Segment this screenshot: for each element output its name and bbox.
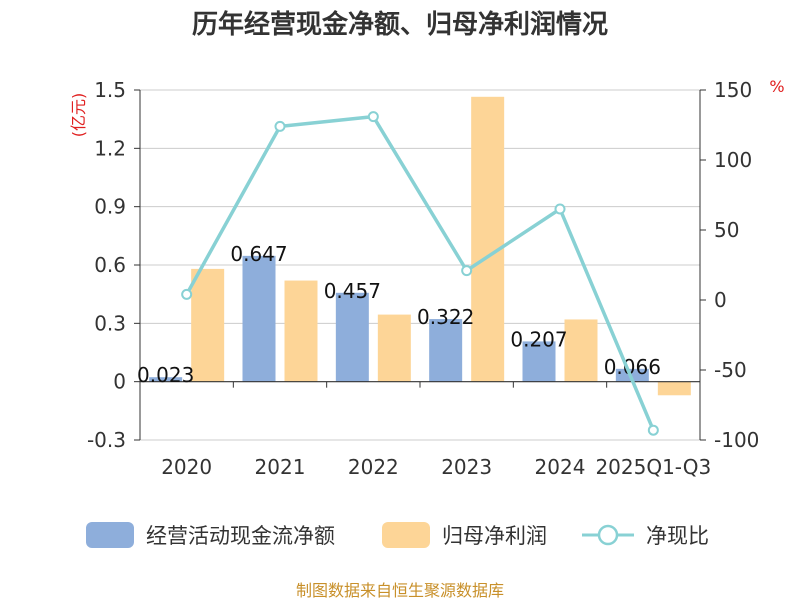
cashflow-bar-2025Q1-Q3 bbox=[615, 368, 649, 382]
legend-swatch-profit bbox=[382, 522, 430, 548]
right-tick-label: -50 bbox=[714, 358, 747, 382]
ratio-polyline bbox=[185, 114, 655, 431]
left-tick-label: -0.3 bbox=[87, 428, 126, 452]
cashflow-value-label: 0.647 bbox=[230, 242, 287, 266]
cashflow-value-label: 0.457 bbox=[324, 279, 381, 303]
legend-label-cashflow: 经营活动现金流净额 bbox=[146, 524, 335, 548]
profit-bar-2023 bbox=[471, 96, 505, 382]
left-tick-label: 0.9 bbox=[94, 195, 126, 219]
left-tick-label: 1.2 bbox=[94, 136, 126, 160]
cashflow-bar-2021 bbox=[242, 255, 276, 382]
grid-lines bbox=[140, 89, 700, 441]
bars bbox=[149, 96, 691, 396]
left-tick-label: 0 bbox=[113, 370, 126, 394]
profit-bar-2020 bbox=[191, 268, 225, 382]
x-tick-label: 2023 bbox=[441, 455, 492, 479]
cashflow-bar-2022 bbox=[335, 292, 369, 382]
ratio-line bbox=[181, 111, 659, 436]
right-tick-label: -100 bbox=[714, 428, 759, 452]
cashflow-value-label: 0.322 bbox=[417, 305, 474, 329]
right-tick-label: 0 bbox=[714, 288, 727, 312]
left-tick-label: 0.3 bbox=[94, 311, 126, 335]
right-tick-label: 100 bbox=[714, 148, 752, 172]
left-tick-label: 1.5 bbox=[94, 78, 126, 102]
left-tick-label: 0.6 bbox=[94, 253, 126, 277]
x-tick-label: 2021 bbox=[255, 455, 306, 479]
legend-label-profit: 归母净利润 bbox=[442, 524, 547, 548]
ratio-point-2025Q1-Q3 bbox=[647, 424, 659, 436]
cashflow-bar-2023 bbox=[429, 319, 463, 382]
left-axis-unit: (亿元) bbox=[69, 93, 88, 138]
chart-title: 历年经营现金净额、归母净利润情况 bbox=[192, 9, 608, 40]
profit-bar-2021 bbox=[284, 280, 318, 382]
legend-swatch-ratio-marker bbox=[597, 524, 619, 546]
legend-swatch-cashflow bbox=[86, 522, 134, 548]
x-tick-label: 2025Q1-Q3 bbox=[595, 455, 711, 479]
ratio-point-2021 bbox=[274, 120, 286, 132]
ratio-point-2022 bbox=[367, 111, 379, 123]
cashflow-bar-2020 bbox=[149, 377, 183, 382]
ratio-point-2024 bbox=[554, 203, 566, 215]
x-tick-label: 2024 bbox=[535, 455, 586, 479]
right-axis-unit: % bbox=[769, 77, 784, 96]
data-labels: 0.023 0.647 0.457 0.322 0.207 0.066 bbox=[137, 242, 661, 387]
legend: 经营活动现金流净额 归母净利润 净现比 bbox=[86, 522, 709, 548]
legend-label-ratio: 净现比 bbox=[646, 524, 709, 548]
cashflow-value-label: 0.023 bbox=[137, 363, 194, 387]
cashflow-bar-2024 bbox=[522, 341, 556, 382]
axes: -0.3 0 0.3 0.6 0.9 1.2 1.5 -100 -50 0 50 100 150 2020… bbox=[87, 78, 759, 479]
right-tick-label: 50 bbox=[714, 218, 739, 242]
x-tick-label: 2022 bbox=[348, 455, 399, 479]
profit-bar-2024 bbox=[564, 319, 598, 382]
right-tick-label: 150 bbox=[714, 78, 752, 102]
profit-bar-2025Q1-Q3 bbox=[657, 381, 691, 396]
profit-bar-2022 bbox=[377, 314, 411, 382]
cashflow-value-label: 0.066 bbox=[604, 355, 661, 379]
data-source-note: 制图数据来自恒生聚源数据库 bbox=[296, 581, 504, 600]
cashflow-value-label: 0.207 bbox=[510, 327, 567, 351]
x-tick-label: 2020 bbox=[161, 455, 212, 479]
ratio-point-2020 bbox=[181, 288, 193, 300]
ratio-point-2023 bbox=[461, 265, 473, 277]
